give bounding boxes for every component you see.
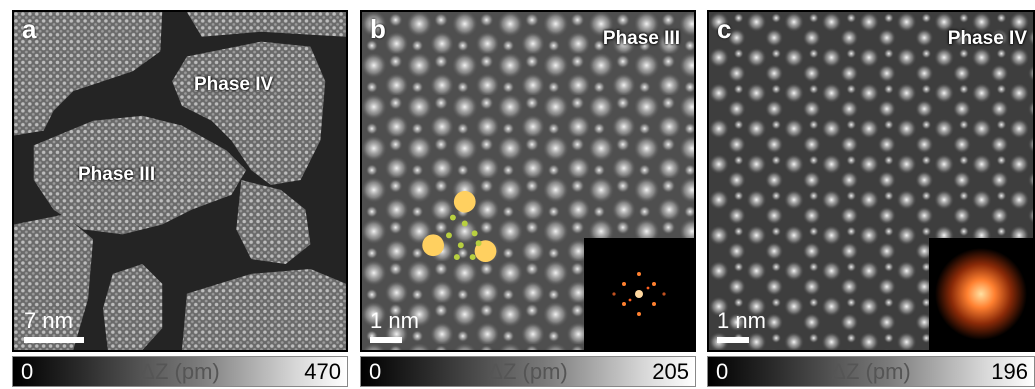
molecule-marker bbox=[422, 234, 445, 257]
stm-image-panel-c: c Phase IV 1 nm bbox=[707, 10, 1035, 352]
panel-letter: a bbox=[22, 14, 37, 44]
colorbar-label: ΔZ (pm) bbox=[488, 359, 568, 384]
phase-iv-label: Phase IV bbox=[194, 74, 274, 95]
fft-inset bbox=[584, 238, 694, 350]
panel-letter: c bbox=[717, 14, 732, 44]
colorbar-min: 0 bbox=[369, 359, 382, 384]
fft-inset bbox=[929, 238, 1033, 350]
scale-bar: 1 nm bbox=[717, 308, 787, 343]
colorbar-max: 470 bbox=[304, 359, 341, 384]
panel-letter: b bbox=[370, 14, 386, 44]
colorbar-max: 196 bbox=[991, 359, 1028, 384]
scale-bar-line bbox=[24, 337, 84, 343]
stm-image-panel-b: b Phase III 1 nm bbox=[360, 10, 696, 352]
scale-bar-line bbox=[370, 337, 402, 343]
colorbar-min: 0 bbox=[21, 359, 34, 384]
scale-bar: 7 nm bbox=[24, 308, 94, 343]
colorbar-min: 0 bbox=[716, 359, 729, 384]
scale-bar-line bbox=[717, 337, 749, 343]
colorbar-max: 205 bbox=[652, 359, 689, 384]
phase-iv-label: Phase IV bbox=[947, 28, 1027, 49]
colorbar-a: 0 ΔZ (pm) 470 bbox=[12, 356, 348, 387]
scale-bar: 1 nm bbox=[370, 308, 440, 343]
scale-bar-label: 1 nm bbox=[717, 308, 766, 333]
stm-image-panel-a: a Phase IV Phase III 7 nm bbox=[12, 10, 348, 352]
scale-bar-label: 7 nm bbox=[24, 308, 73, 333]
colorbar-label: ΔZ (pm) bbox=[831, 359, 911, 384]
colorbar-b: 0 ΔZ (pm) 205 bbox=[360, 356, 696, 387]
phase-iii-label: Phase III bbox=[602, 28, 680, 49]
colorbar-label: ΔZ (pm) bbox=[140, 359, 220, 384]
molecule-marker bbox=[453, 190, 476, 213]
stm-overview-image bbox=[14, 12, 346, 350]
scale-bar-label: 1 nm bbox=[370, 308, 419, 333]
phase-iii-label: Phase III bbox=[78, 164, 156, 185]
colorbar-c: 0 ΔZ (pm) 196 bbox=[707, 356, 1035, 387]
